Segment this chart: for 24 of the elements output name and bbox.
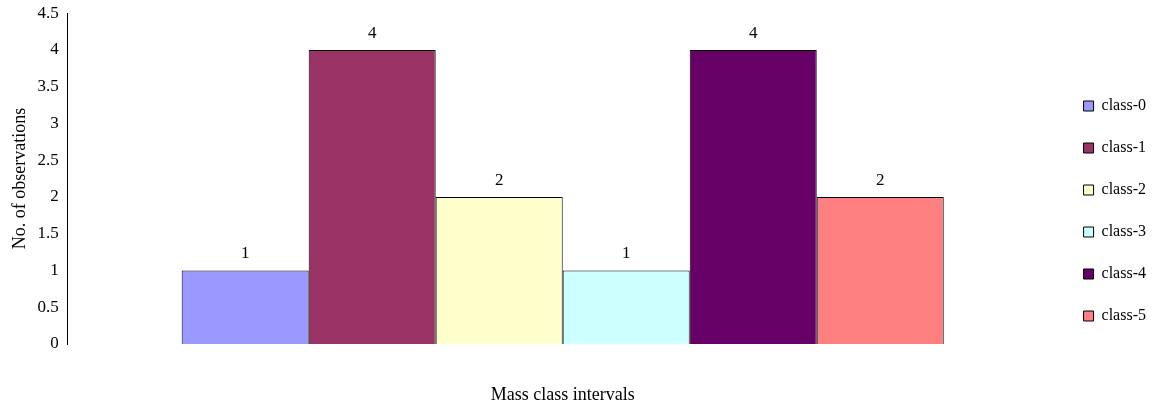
y-tick-label: 3.5: [37, 76, 59, 96]
y-tick-label: 0.5: [37, 296, 59, 316]
y-tick-label: 1.5: [37, 223, 59, 243]
data-label: 2: [876, 169, 885, 189]
y-tick-label: 2.5: [37, 149, 59, 169]
legend-label: class-1: [1101, 138, 1147, 156]
legend-label: class-0: [1101, 96, 1147, 114]
data-label: 1: [240, 243, 250, 263]
legend-label: class-3: [1101, 222, 1147, 240]
legend-label: class-5: [1101, 306, 1147, 324]
y-tick-label: 3: [50, 112, 59, 132]
legend-label: class-4: [1101, 264, 1147, 282]
data-label: 4: [367, 22, 377, 42]
x-axis-title: Mass class intervals: [490, 383, 635, 404]
data-label: 1: [621, 243, 631, 263]
y-tick-label: 4: [50, 39, 60, 59]
y-tick-label: 4.5: [37, 2, 59, 22]
y-tick-label: 2: [50, 186, 59, 206]
data-label: 2: [494, 169, 504, 189]
y-axis-title: No. of observations: [8, 107, 29, 250]
data-label: 4: [748, 22, 758, 42]
y-tick-label: 0: [50, 333, 59, 353]
legend-label: class-2: [1101, 180, 1147, 198]
y-tick-label: 1: [50, 259, 59, 279]
